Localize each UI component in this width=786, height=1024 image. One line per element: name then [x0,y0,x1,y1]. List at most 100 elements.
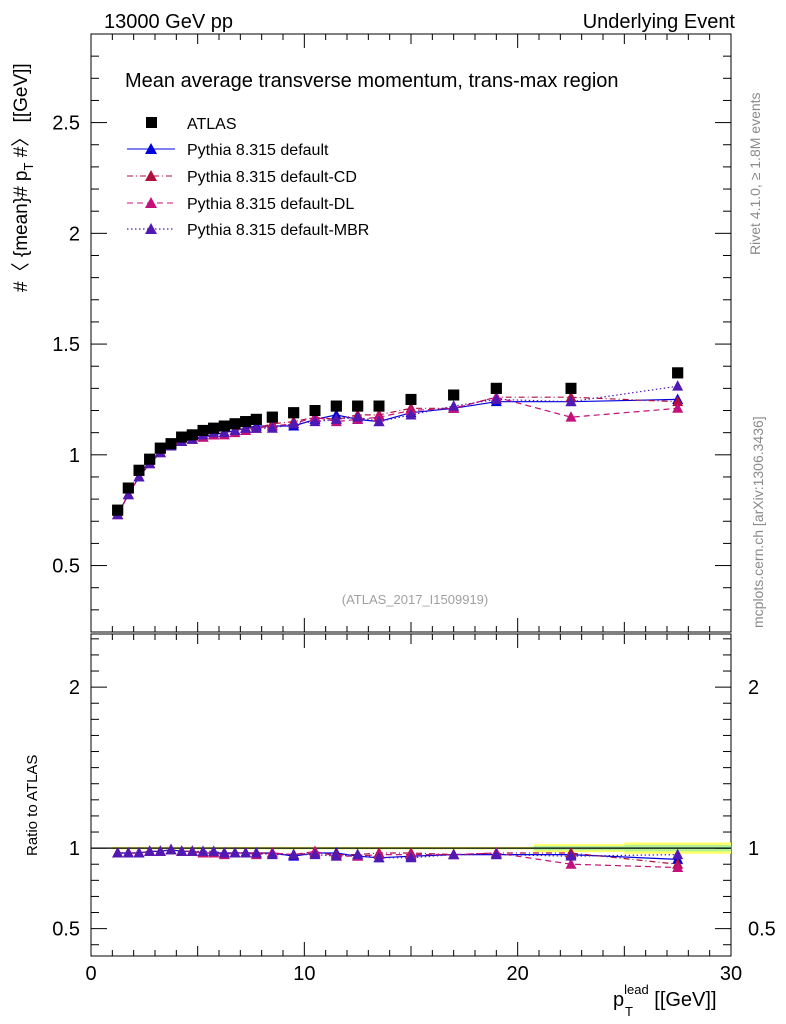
y-axis-label-sub: T [21,163,36,171]
x-axis-label-unit: [[GeV]] [649,989,717,1011]
mbr-point [490,393,502,404]
ratio-y-tick-label: 0.5 [52,919,80,941]
legend-marker-default [145,143,157,154]
x-tick-label: 20 [507,963,529,985]
atlas-point-top [250,413,262,425]
legend-marker-atlas [146,117,157,128]
mbr-ratio-point [352,848,364,860]
ratio-y-tick-label: 1 [69,838,80,860]
atlas-point-top [165,438,177,450]
mbr-ratio-point [309,848,321,860]
legend-label-default: Pythia 8.315 default [187,142,329,159]
legend-marker-cd [145,170,157,181]
atlas-point-top [144,453,156,465]
atlas-point-top [133,464,145,476]
mbr-ratio-point [218,846,230,858]
mbr-ratio-point [672,848,684,860]
mbr-point [565,395,577,407]
mbr-ratio-point [330,850,342,861]
legend-label-mbr: Pythia 8.315 default-MBR [187,222,369,239]
mbr-ratio-point [240,846,252,858]
mbr-point [672,380,684,391]
x-axis-label: plead [[GeV]] [613,982,717,1011]
mbr-ratio-point [186,845,198,856]
atlas-point-top [240,416,252,428]
mbr-ratio-point [208,845,220,856]
dl-point [672,402,684,413]
mbr-ratio-point [288,848,300,860]
mbr-point [405,408,417,420]
mbr-point [352,411,364,422]
mbr-ratio-point [490,848,502,860]
dl-point [565,411,577,422]
x-axis-label-sup: lead [624,982,649,997]
mbr-ratio-point [133,846,145,858]
default-line [117,398,678,515]
atlas-point-top [266,411,278,423]
atlas-point-top [672,367,684,379]
analysis-tag: (ATLAS_2017_I1509919) [342,592,488,607]
atlas-point-top [112,504,124,516]
mbr-point [218,426,230,438]
ratio-plot-frame [90,633,732,957]
y-tick-label: 1 [69,445,80,467]
mbr-point [288,417,300,429]
atlas-point-top [330,400,342,412]
mbr-point [266,422,278,433]
mbr-ratio-point [165,843,177,855]
mbr-ratio-point [144,845,156,856]
mbr-point [309,415,321,427]
y-tick-label: 2.5 [52,113,80,135]
legend-marker-mbr [145,223,157,234]
mbr-ratio-point [565,850,577,861]
y-tick-label: 2 [69,223,80,245]
header-right: Underlying Event [583,11,736,33]
legend-label-cd: Pythia 8.315 default-CD [187,169,357,186]
mbr-ratio-point [405,851,417,863]
atlas-point-top [309,405,321,417]
atlas-point-top [208,422,220,434]
mbr-point [330,413,342,424]
atlas-point-top [288,407,300,419]
mcplots-label: mcplots.cern.ch [arXiv:1306.3436] [750,416,766,628]
atlas-point-top [176,431,188,443]
mbr-ratio-point [373,851,385,863]
mbr-ratio-point [266,848,278,860]
chart-title: Mean average transverse momentum, trans-… [125,70,619,92]
y-axis-label-b: #〉 [[GeV]] [10,63,32,162]
legend-label-atlas: ATLAS [187,116,237,133]
atlas-point-top [352,400,364,412]
x-tick-label: 0 [85,963,96,985]
atlas-point-top [405,393,417,405]
ratio-y-axis-label: Ratio to ATLAS [24,755,41,856]
mbr-point [229,424,241,435]
atlas-point-top [565,382,577,394]
rivet-label: Rivet 4.1.0, ≥ 1.8M events [747,92,763,255]
mbr-ratio-point [154,845,166,856]
mbr-point [122,488,134,500]
y-axis-label: #〈 {mean}# pT #〉 [[GeV]] [10,63,36,292]
atlas-point-top [229,418,241,430]
ratio-y-tick-label: 2 [69,677,80,699]
dl-ratio-point [565,858,577,869]
mbr-line [117,385,678,515]
mbr-ratio-point [448,848,460,860]
atlas-point-top [490,382,502,394]
mbr-ratio-point [250,846,262,858]
atlas-point-top [373,400,385,412]
legend-marker-dl [145,197,157,208]
dl-line [117,396,678,515]
series-layer [112,367,684,872]
mbr-ratio-point [229,846,241,858]
cd-point [672,395,684,407]
y-axis-label-a: #〈 {mean}# p [10,171,32,292]
header-left: 13000 GeV pp [104,11,233,33]
x-tick-label: 10 [293,963,315,985]
mbr-point [133,470,145,482]
mbr-point [373,415,385,427]
x-axis-label-p: p [613,989,624,1011]
y-tick-label: 1.5 [52,334,80,356]
atlas-point-top [218,420,230,432]
ratio-y-tick-label-right: 0.5 [748,919,776,941]
